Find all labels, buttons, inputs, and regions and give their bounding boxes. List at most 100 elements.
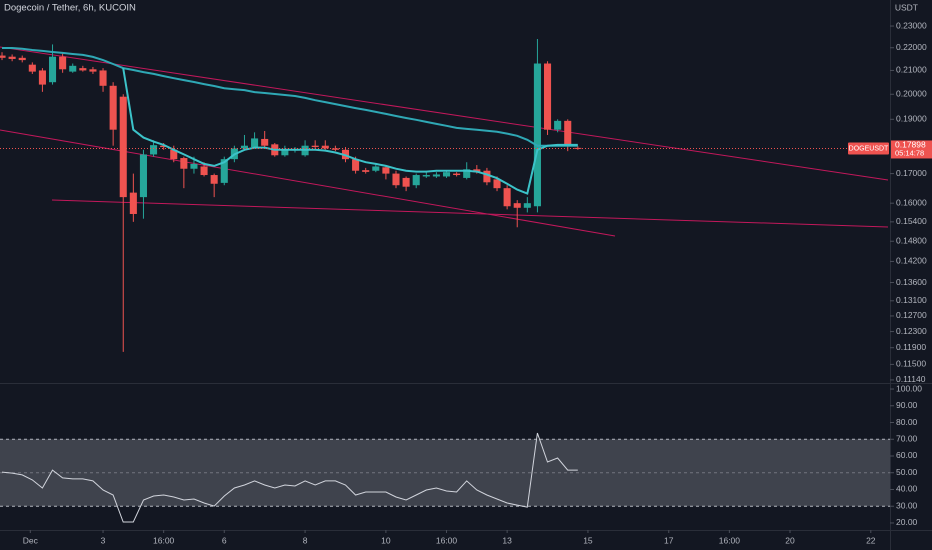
- y-tick-label: 0.16000: [896, 197, 927, 207]
- candle-body: [59, 56, 67, 70]
- y-tick-label: 0.14800: [896, 235, 927, 245]
- symbol-tag-label: DOGEUSDT: [849, 145, 889, 152]
- y-tick-label: 0.19000: [896, 114, 927, 124]
- y-tick-label: 100.00: [896, 383, 922, 393]
- candle-body: [463, 169, 471, 178]
- y-tick-label: 0.12700: [896, 310, 927, 320]
- price-tag: [891, 140, 932, 159]
- y-tick-label: 0.15400: [896, 216, 927, 226]
- x-tick-label: 17: [664, 535, 674, 545]
- y-tick-label: 0.13100: [896, 295, 927, 305]
- y-tick-label: 0.23000: [896, 20, 927, 30]
- candle-body: [129, 192, 137, 214]
- price-tag-value: 0.17898: [895, 140, 926, 150]
- y-tick-label: 50.00: [896, 467, 918, 477]
- candle-body: [392, 173, 400, 186]
- moving-average: [2, 47, 578, 147]
- candle-body: [432, 174, 440, 177]
- x-tick-label: 13: [502, 535, 512, 545]
- y-tick-label: 90.00: [896, 400, 918, 410]
- rsi-line: [1, 432, 578, 523]
- candle-body: [544, 63, 552, 130]
- candle-body: [99, 70, 107, 86]
- candle-body: [210, 175, 218, 184]
- candle-body: [160, 145, 168, 148]
- trend-line: [51, 199, 889, 228]
- candle-body: [180, 158, 188, 169]
- candle-body: [453, 173, 461, 176]
- candle-body: [321, 145, 329, 149]
- candle-body: [402, 177, 410, 187]
- candle-body: [574, 147, 582, 149]
- y-tick-label: 80.00: [896, 417, 918, 427]
- symbol-tag: [848, 142, 889, 155]
- candle-body: [190, 163, 198, 169]
- candle-body: [139, 154, 147, 198]
- x-tick-label: 16:00: [153, 535, 175, 545]
- candle-body: [48, 56, 57, 83]
- x-tick-label: 6: [222, 535, 227, 545]
- y-tick-label: 0.20000: [896, 89, 927, 99]
- y-tick-label: 0.14200: [896, 256, 927, 266]
- y-tick-label: 0.13600: [896, 277, 927, 287]
- y-tick-label: 40.00: [896, 484, 918, 494]
- y-tick-label: 0.11900: [896, 342, 926, 352]
- candle-body: [109, 85, 117, 130]
- candle-body: [564, 120, 572, 146]
- candle-body: [412, 175, 420, 186]
- candle-body: [352, 159, 360, 171]
- candle-body: [503, 188, 511, 207]
- candle-body: [442, 172, 451, 177]
- x-tick-label: 20: [785, 535, 795, 545]
- candle-body: [89, 69, 97, 72]
- candle-body: [18, 57, 26, 61]
- candle-body: [69, 65, 77, 72]
- candle-body: [311, 145, 319, 148]
- candle-body: [38, 70, 46, 85]
- candle-body: [8, 56, 16, 59]
- candle-body: [281, 149, 289, 156]
- x-tick-label: 8: [303, 535, 308, 545]
- candle-body: [240, 145, 249, 149]
- candle-body: [79, 68, 87, 71]
- candle-body: [150, 145, 158, 155]
- y-tick-label: 0.12300: [896, 326, 927, 336]
- currency-label: USDT: [895, 2, 918, 12]
- candle-body: [372, 166, 380, 171]
- y-tick-label: 0.11140: [896, 374, 926, 384]
- y-tick-label: 60.00: [896, 450, 918, 460]
- y-tick-label: 70.00: [896, 434, 918, 444]
- candle-body: [170, 149, 178, 160]
- candle-body: [533, 63, 541, 207]
- candle-body: [251, 138, 259, 148]
- trend-line: [0, 129, 616, 237]
- candle-body: [220, 159, 228, 183]
- x-tick-label: 22: [866, 535, 876, 545]
- x-tick-label: 10: [381, 535, 391, 545]
- y-tick-label: 0.21000: [896, 65, 927, 75]
- y-tick-label: 20.00: [896, 517, 918, 527]
- candle-body: [362, 170, 370, 172]
- candle-body: [200, 166, 208, 176]
- x-tick-label: Dec: [23, 535, 39, 545]
- x-tick-label: 3: [101, 535, 106, 545]
- moving-average: [122, 67, 578, 195]
- candle-body: [513, 203, 521, 208]
- candle-body: [554, 120, 562, 130]
- candle-body: [28, 64, 36, 72]
- candle-body: [523, 203, 531, 208]
- price-tag-countdown: 05:14:78: [895, 148, 924, 157]
- candle-body: [0, 55, 6, 58]
- x-tick-label: 15: [583, 535, 593, 545]
- candle-body: [119, 96, 127, 198]
- candle-body: [483, 170, 491, 183]
- x-tick-label: 16:00: [436, 535, 458, 545]
- y-tick-label: 0.11500: [896, 359, 926, 369]
- y-tick-label: 30.00: [896, 500, 918, 510]
- candle-body: [382, 167, 390, 174]
- trend-line: [0, 46, 889, 181]
- x-tick-label: 16:00: [719, 535, 741, 545]
- candle-body: [422, 175, 430, 177]
- y-tick-label: 0.22000: [896, 42, 927, 52]
